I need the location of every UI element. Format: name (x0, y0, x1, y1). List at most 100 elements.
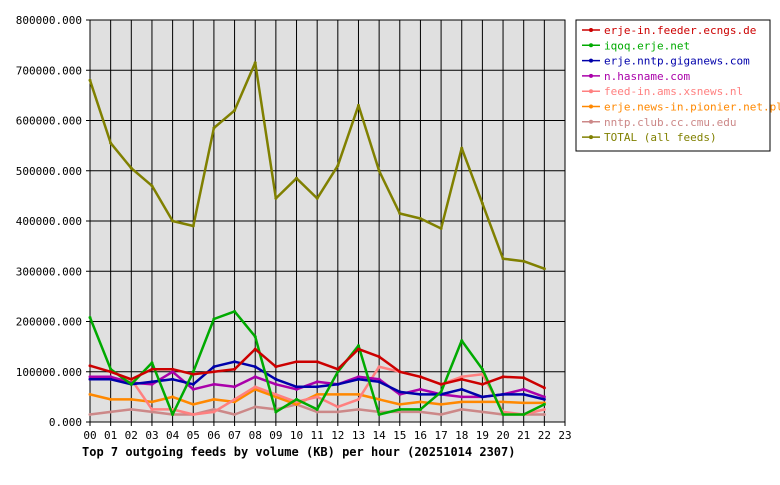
data-point (418, 392, 422, 396)
data-point (480, 367, 484, 371)
x-tick-label: 07 (228, 429, 241, 442)
data-point (191, 370, 195, 374)
data-point (542, 267, 546, 271)
data-point (253, 347, 257, 351)
series-lines (88, 61, 546, 416)
y-tick-label: 300000.000 (16, 265, 82, 278)
x-tick-label: 21 (517, 429, 530, 442)
data-point (212, 370, 216, 374)
data-point (129, 166, 133, 170)
data-point (253, 375, 257, 379)
legend-marker (589, 73, 593, 78)
data-point (480, 382, 484, 386)
data-point (398, 211, 402, 215)
data-point (439, 402, 443, 406)
legend-marker (589, 89, 593, 94)
data-point (274, 377, 278, 381)
data-point (88, 364, 92, 368)
data-point (356, 375, 360, 379)
x-tick-label: 06 (207, 429, 220, 442)
data-point (356, 407, 360, 411)
data-point (460, 146, 464, 150)
data-point (336, 392, 340, 396)
data-point (129, 407, 133, 411)
data-point (460, 339, 464, 343)
legend-marker (589, 119, 593, 124)
data-point (171, 219, 175, 223)
data-point (88, 412, 92, 416)
data-point (501, 392, 505, 396)
data-point (522, 259, 526, 263)
data-point (88, 377, 92, 381)
data-point (480, 410, 484, 414)
data-point (418, 400, 422, 404)
data-point (542, 397, 546, 401)
x-tick-label: 15 (393, 429, 406, 442)
data-point (150, 400, 154, 404)
data-point (191, 382, 195, 386)
data-point (295, 402, 299, 406)
data-point (542, 402, 546, 406)
data-point (274, 392, 278, 396)
x-tick-label: 00 (83, 429, 96, 442)
data-point (171, 412, 175, 416)
data-point (439, 390, 443, 394)
data-point (88, 315, 92, 319)
plot-frame (89, 19, 566, 423)
data-point (233, 397, 237, 401)
data-point (129, 382, 133, 386)
data-point (460, 375, 464, 379)
data-point (542, 407, 546, 411)
data-point (336, 382, 340, 386)
data-point (542, 395, 546, 399)
legend-box (575, 19, 771, 152)
data-point (377, 365, 381, 369)
data-point (129, 397, 133, 401)
data-point (377, 169, 381, 173)
legend-label: nntp.club.cc.cmu.edu (604, 116, 736, 129)
axes: 00 01 02 03 04 05 06 07 08 09 10 11 12 13 14 15 16 17 18 19… (16, 14, 572, 442)
data-point (418, 407, 422, 411)
x-tick-label: 04 (166, 429, 180, 442)
data-point (460, 377, 464, 381)
data-point (336, 405, 340, 409)
data-point (150, 382, 154, 386)
data-point (109, 367, 113, 371)
data-point (398, 410, 402, 414)
data-point (336, 164, 340, 168)
data-point (356, 347, 360, 351)
legend-label: TOTAL (all feeds) (604, 131, 717, 144)
y-tick-label: 700000.000 (16, 64, 82, 77)
data-point (418, 410, 422, 414)
data-point (191, 372, 195, 376)
data-point (150, 361, 154, 365)
data-point (522, 387, 526, 391)
data-point (356, 103, 360, 107)
data-point (418, 387, 422, 391)
data-point (212, 126, 216, 130)
data-point (109, 370, 113, 374)
x-tick-label: 19 (476, 429, 489, 442)
data-point (377, 355, 381, 359)
data-point (212, 410, 216, 414)
data-point (460, 400, 464, 404)
y-tick-label: 100000.000 (16, 366, 82, 379)
data-point (171, 377, 175, 381)
data-point (315, 380, 319, 384)
data-point (522, 376, 526, 380)
data-point (274, 382, 278, 386)
data-point (88, 375, 92, 379)
data-point (233, 412, 237, 416)
data-point (480, 201, 484, 205)
data-point (295, 397, 299, 401)
x-tick-label: 22 (538, 429, 551, 442)
x-tick-label: 14 (373, 429, 387, 442)
data-point (336, 410, 340, 414)
data-point (212, 382, 216, 386)
data-point (109, 141, 113, 145)
data-point (418, 375, 422, 379)
legend-marker (589, 58, 593, 63)
data-point (150, 380, 154, 384)
